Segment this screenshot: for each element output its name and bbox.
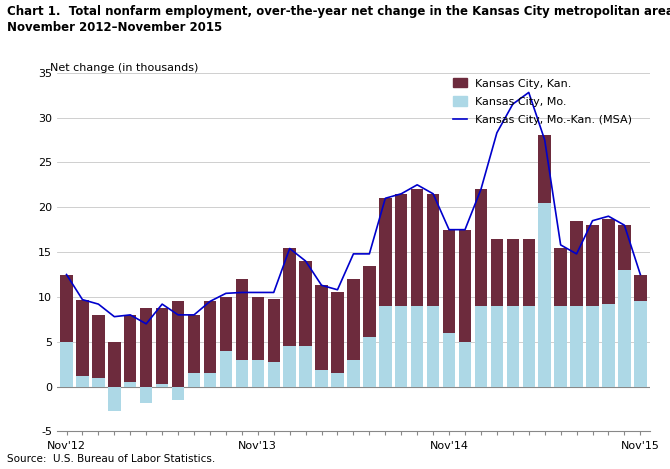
Bar: [539, 136, 551, 203]
Text: Chart 1.  Total nonfarm employment, over-the-year net change in the Kansas City : Chart 1. Total nonfarm employment, over-…: [7, 5, 670, 18]
Bar: [507, 239, 519, 306]
Bar: [108, 342, 121, 386]
Bar: [634, 302, 647, 386]
Bar: [490, 306, 503, 386]
Bar: [236, 360, 248, 386]
Bar: [220, 351, 232, 386]
Bar: [299, 261, 312, 346]
Legend: Kansas City, Kan., Kansas City, Mo., Kansas City, Mo.-Kan. (MSA): Kansas City, Kan., Kansas City, Mo., Kan…: [454, 78, 632, 125]
Bar: [283, 346, 296, 386]
Bar: [124, 382, 137, 386]
Bar: [363, 337, 376, 386]
Bar: [602, 304, 614, 386]
Bar: [60, 274, 73, 342]
Bar: [570, 221, 583, 306]
Bar: [459, 342, 471, 386]
Bar: [188, 373, 200, 386]
Bar: [92, 315, 105, 378]
Bar: [539, 203, 551, 386]
Bar: [490, 239, 503, 306]
Bar: [411, 306, 423, 386]
Bar: [331, 293, 344, 373]
Bar: [316, 371, 328, 386]
Bar: [236, 279, 248, 360]
Bar: [379, 198, 391, 306]
Bar: [267, 362, 280, 386]
Bar: [570, 306, 583, 386]
Bar: [507, 306, 519, 386]
Bar: [220, 297, 232, 351]
Bar: [459, 230, 471, 342]
Bar: [602, 219, 614, 304]
Text: November 2012–November 2015: November 2012–November 2015: [7, 21, 222, 34]
Bar: [475, 189, 487, 306]
Text: Net change (in thousands): Net change (in thousands): [50, 63, 198, 73]
Bar: [204, 373, 216, 386]
Bar: [267, 299, 280, 362]
Bar: [156, 384, 168, 386]
Bar: [204, 302, 216, 373]
Bar: [618, 225, 630, 270]
Bar: [60, 342, 73, 386]
Bar: [586, 225, 599, 306]
Bar: [554, 248, 567, 306]
Bar: [443, 333, 456, 386]
Bar: [395, 306, 407, 386]
Bar: [443, 230, 456, 333]
Bar: [379, 306, 391, 386]
Bar: [251, 297, 264, 360]
Bar: [188, 315, 200, 373]
Bar: [316, 285, 328, 371]
Bar: [347, 360, 360, 386]
Bar: [172, 386, 184, 400]
Bar: [634, 274, 647, 302]
Bar: [475, 306, 487, 386]
Bar: [108, 386, 121, 411]
Bar: [76, 300, 88, 376]
Bar: [140, 386, 153, 403]
Text: Source:  U.S. Bureau of Labor Statistics.: Source: U.S. Bureau of Labor Statistics.: [7, 454, 215, 464]
Bar: [427, 306, 440, 386]
Bar: [554, 306, 567, 386]
Bar: [523, 239, 535, 306]
Bar: [347, 279, 360, 360]
Bar: [586, 306, 599, 386]
Bar: [92, 378, 105, 386]
Bar: [618, 270, 630, 386]
Bar: [156, 308, 168, 384]
Bar: [140, 308, 153, 386]
Bar: [523, 306, 535, 386]
Bar: [251, 360, 264, 386]
Bar: [411, 189, 423, 306]
Bar: [283, 248, 296, 346]
Bar: [331, 373, 344, 386]
Bar: [299, 346, 312, 386]
Bar: [172, 302, 184, 386]
Bar: [124, 315, 137, 382]
Bar: [76, 376, 88, 386]
Bar: [427, 194, 440, 306]
Bar: [395, 194, 407, 306]
Bar: [363, 265, 376, 337]
